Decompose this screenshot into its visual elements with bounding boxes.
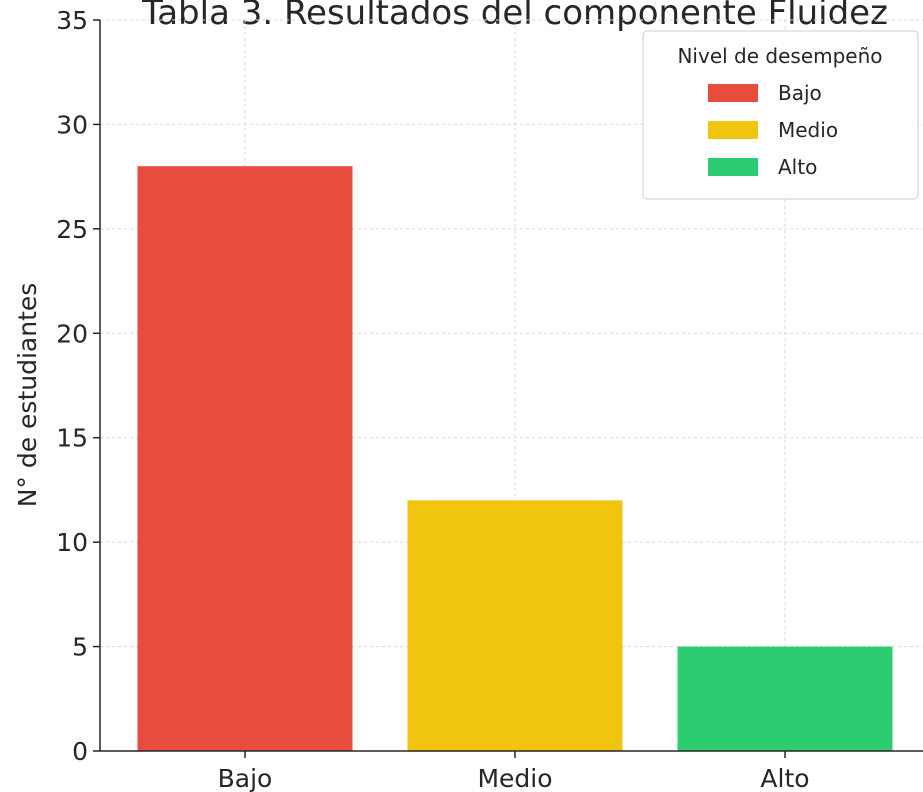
bar-medio	[407, 500, 623, 751]
bar-bajo	[137, 166, 353, 751]
legend-label: Alto	[778, 155, 817, 179]
y-tick-label: 25	[56, 215, 88, 244]
y-ticks: 0 5 10 15 20 25 30 35	[56, 6, 100, 766]
x-ticks: Bajo Medio Alto	[218, 751, 810, 792]
bar-alto	[677, 646, 893, 751]
legend-entries: Bajo Medio Alto	[708, 81, 838, 179]
y-tick-label: 10	[56, 528, 88, 557]
y-tick-label: 15	[56, 424, 88, 453]
legend-label: Bajo	[778, 81, 822, 105]
legend-swatch-bajo	[708, 84, 758, 102]
legend-label: Medio	[778, 118, 838, 142]
y-axis-title: N° de estudiantes	[13, 283, 42, 508]
legend-frame	[642, 30, 919, 200]
y-tick-label: 0	[72, 737, 88, 766]
x-tick-label: Alto	[760, 764, 809, 792]
y-tick-label: 30	[56, 110, 88, 139]
legend-swatch-alto	[708, 158, 758, 176]
legend: Nivel de desempeño Bajo Medio Alto	[642, 30, 919, 200]
y-tick-label: 35	[56, 6, 88, 35]
x-tick-label: Medio	[477, 764, 552, 792]
bars	[137, 166, 893, 751]
y-tick-label: 5	[72, 633, 88, 662]
legend-title: Nivel de desempeño	[677, 44, 882, 68]
legend-swatch-medio	[708, 121, 758, 139]
x-tick-label: Bajo	[218, 764, 273, 792]
y-tick-label: 20	[56, 319, 88, 348]
